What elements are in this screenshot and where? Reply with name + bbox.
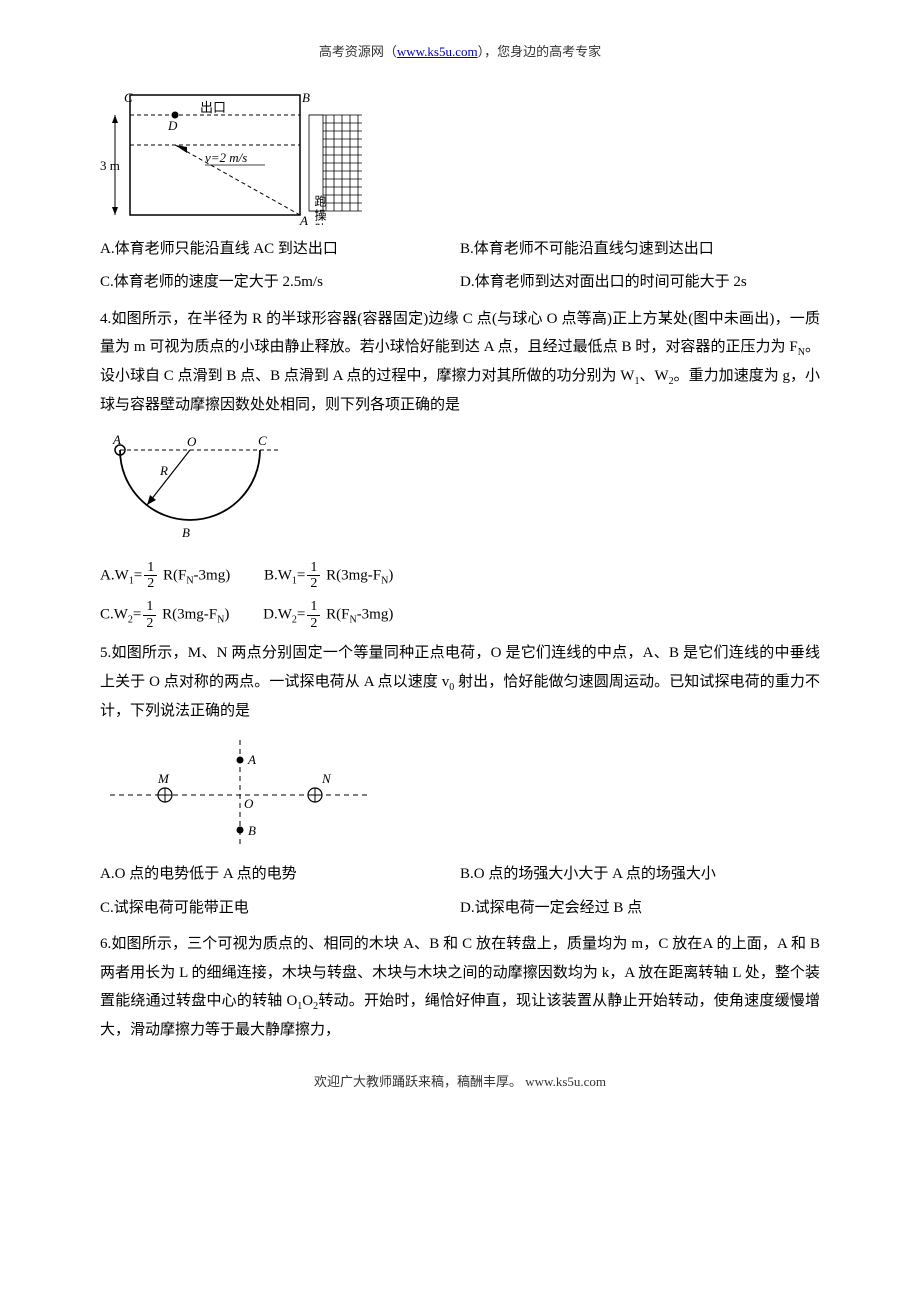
q3-option-c: C.体育老师的速度一定大于 2.5m/s — [100, 268, 460, 297]
q4-options-row2: C.W2=12 R(3mg-FN) D.W2=12 R(FN-3mg) — [100, 599, 820, 631]
svg-text:A: A — [247, 752, 256, 767]
svg-text:D: D — [167, 118, 178, 133]
q4-option-d: D.W2=12 R(FN-3mg) — [263, 599, 393, 631]
svg-text:O: O — [244, 796, 254, 811]
q3-option-b: B.体育老师不可能沿直线匀速到达出口 — [460, 235, 820, 264]
svg-text:3 m: 3 m — [100, 158, 120, 173]
q5-option-b: B.O 点的场强大小大于 A 点的场强大小 — [460, 860, 820, 889]
q3-options-2: C.体育老师的速度一定大于 2.5m/s D.体育老师到达对面出口的时间可能大于… — [100, 268, 820, 297]
page-footer: 欢迎广大教师踊跃来稿，稿酬丰厚。 www.ks5u.com — [100, 1070, 820, 1095]
q4-option-a: A.W1=12 R(FN-3mg) — [100, 560, 230, 592]
q5-option-c: C.试探电荷可能带正电 — [100, 894, 460, 923]
q3-option-a: A.体育老师只能沿直线 AC 到达出口 — [100, 235, 460, 264]
svg-text:B: B — [302, 90, 310, 105]
svg-text:B: B — [248, 823, 256, 838]
header-link[interactable]: www.ks5u.com — [397, 44, 478, 59]
q6-intro: 6.如图所示，三个可视为质点的、相同的木块 A、B 和 C 放在转盘上，质量均为… — [100, 930, 820, 1045]
svg-text:B: B — [182, 525, 190, 540]
q4-intro: 4.如图所示，在半径为 R 的半球形容器(容器固定)边缘 C 点(与球心 O 点… — [100, 305, 820, 420]
q3-options: A.体育老师只能沿直线 AC 到达出口 B.体育老师不可能沿直线匀速到达出口 — [100, 235, 820, 264]
svg-text:A: A — [112, 432, 121, 447]
q5-options: A.O 点的电势低于 A 点的电势 B.O 点的场强大小大于 A 点的场强大小 — [100, 860, 820, 889]
svg-text:出口: 出口 — [200, 100, 226, 115]
page-header: 高考资源网（www.ks5u.com），您身边的高考专家 — [100, 40, 820, 65]
svg-text:N: N — [321, 771, 332, 786]
q5-option-a: A.O 点的电势低于 A 点的电势 — [100, 860, 460, 889]
svg-text:C: C — [258, 433, 267, 448]
svg-text:A: A — [299, 213, 308, 225]
footer-text: 欢迎广大教师踊跃来稿，稿酬丰厚。 — [314, 1074, 522, 1089]
svg-text:C: C — [124, 90, 133, 105]
svg-text:M: M — [157, 771, 170, 786]
footer-url: www.ks5u.com — [525, 1074, 606, 1089]
svg-text:v=2 m/s: v=2 m/s — [205, 150, 247, 165]
header-text-before: 高考资源网（ — [319, 44, 397, 59]
q5-intro: 5.如图所示，M、N 两点分别固定一个等量同种正点电荷，O 是它们连线的中点，A… — [100, 639, 820, 725]
svg-text:O: O — [187, 434, 197, 449]
q5-options-2: C.试探电荷可能带正电 D.试探电荷一定会经过 B 点 — [100, 894, 820, 923]
figure-q5: M N O A B — [100, 735, 820, 850]
svg-text:R: R — [159, 463, 168, 478]
q5-option-d: D.试探电荷一定会经过 B 点 — [460, 894, 820, 923]
figure-q4: A O C R B — [100, 430, 820, 550]
header-text-after: ），您身边的高考专家 — [478, 44, 602, 59]
q4-option-c: C.W2=12 R(3mg-FN) — [100, 599, 229, 631]
q4-option-b: B.W1=12 R(3mg-FN) — [264, 560, 393, 592]
q3-option-d: D.体育老师到达对面出口的时间可能大于 2s — [460, 268, 820, 297]
svg-text:跑操队伍: 跑操队伍 — [313, 194, 327, 224]
figure-q3: C B D A 出口 v=2 m/s 3 m — [100, 85, 820, 225]
q4-options-row1: A.W1=12 R(FN-3mg) B.W1=12 R(3mg-FN) — [100, 560, 820, 592]
